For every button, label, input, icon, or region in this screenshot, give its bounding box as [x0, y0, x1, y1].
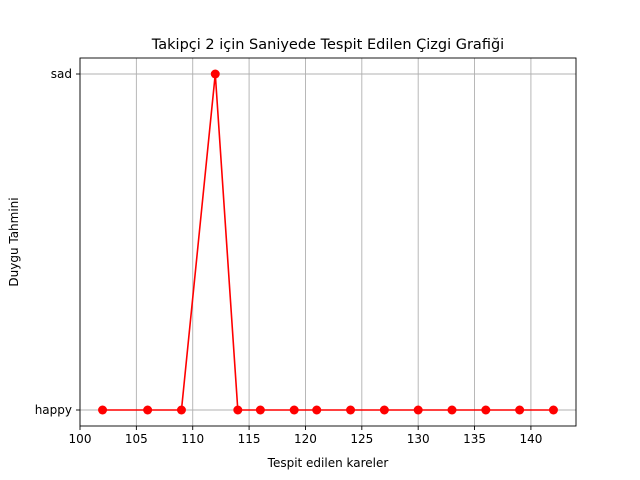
data-point-119	[289, 405, 299, 415]
y-tick-label-happy: happy	[35, 403, 72, 417]
grid	[79, 58, 576, 426]
x-tick-label: 135	[463, 432, 486, 446]
data-point-136	[481, 405, 491, 415]
plot-frame	[79, 57, 577, 427]
x-tick-label: 120	[294, 432, 317, 446]
data-point-112	[210, 69, 220, 79]
data-point-142	[548, 405, 558, 415]
series-line-0	[102, 73, 554, 411]
data-point-106	[143, 405, 153, 415]
series-layer	[98, 69, 558, 415]
data-point-130	[413, 405, 423, 415]
data-point-121	[312, 405, 322, 415]
y-axis-label: Duygu Tahmini	[7, 197, 21, 286]
data-point-109	[176, 405, 186, 415]
data-point-116	[255, 405, 265, 415]
x-tick-label: 140	[519, 432, 542, 446]
x-tick-label: 115	[238, 432, 261, 446]
x-tick-label: 110	[181, 432, 204, 446]
y-tick-label-sad: sad	[51, 67, 72, 81]
x-tick-label: 100	[69, 432, 92, 446]
data-point-139	[515, 405, 525, 415]
x-tick-label: 125	[350, 432, 373, 446]
data-point-127	[379, 405, 389, 415]
axis-ticks: 100 105 110 115 120 125 130 135 140 happy sad	[35, 67, 543, 446]
data-point-124	[346, 405, 356, 415]
x-tick-label: 130	[407, 432, 430, 446]
data-point-102	[98, 405, 108, 415]
x-tick-label: 105	[125, 432, 148, 446]
chart-title: Takipçi 2 için Saniyede Tespit Edilen Çi…	[151, 37, 504, 53]
x-axis-label: Tespit edilen kareler	[267, 456, 389, 470]
data-point-133	[447, 405, 457, 415]
data-point-114	[233, 405, 243, 415]
